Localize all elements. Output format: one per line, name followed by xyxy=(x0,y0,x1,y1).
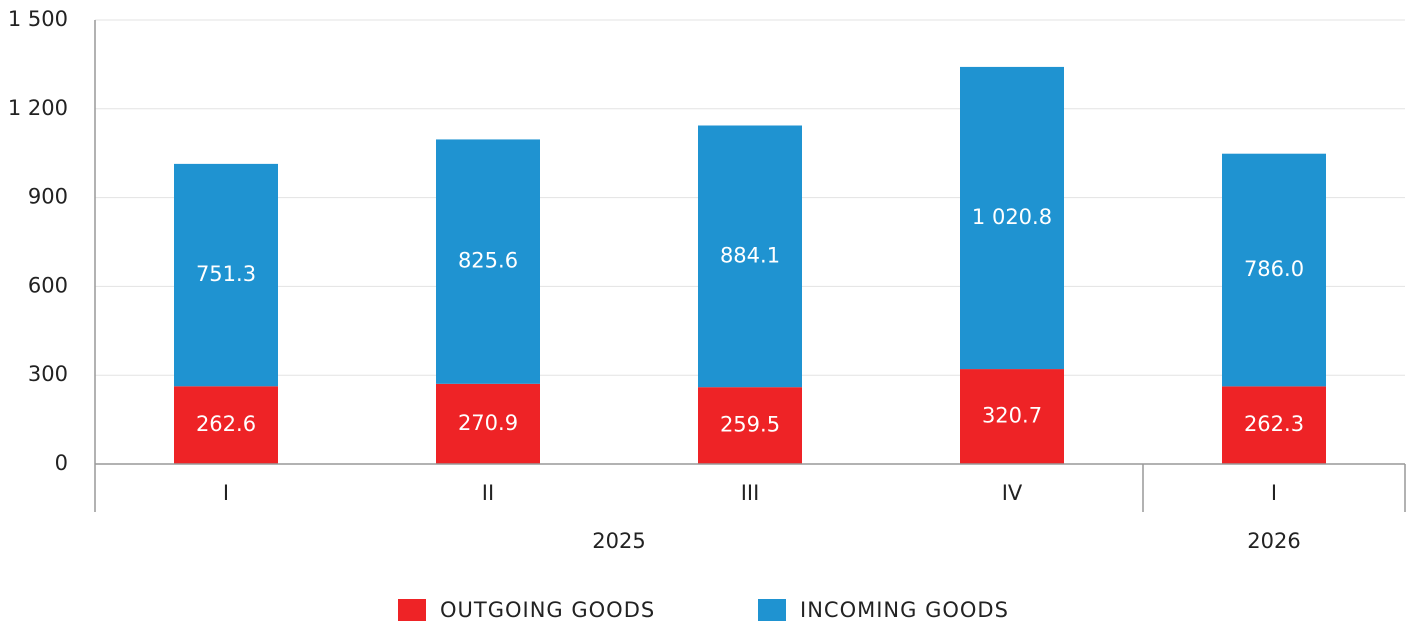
y-tick-label: 300 xyxy=(28,362,68,386)
bar-segment xyxy=(174,386,278,464)
x-tick-label: II xyxy=(482,481,494,505)
y-tick-label: 0 xyxy=(55,451,68,475)
x-tick-label: I xyxy=(223,481,229,505)
bar-segment xyxy=(960,369,1064,464)
data-label: 262.6 xyxy=(196,412,256,436)
bar-segment xyxy=(436,383,540,464)
data-label: 786.0 xyxy=(1244,257,1304,281)
bar-segment xyxy=(698,387,802,464)
bar-segment xyxy=(960,66,1064,370)
data-label: 262.3 xyxy=(1244,412,1304,436)
y-tick-label: 900 xyxy=(28,185,68,209)
legend-swatch xyxy=(398,599,426,621)
legend-label: OUTGOING GOODS xyxy=(440,598,655,622)
y-tick-label: 600 xyxy=(28,273,68,297)
x-tick-label: III xyxy=(741,481,760,505)
y-tick-label: 1 500 xyxy=(8,7,68,31)
y-tick-label: 1 200 xyxy=(8,96,68,120)
bar-segment xyxy=(698,125,802,388)
data-label: 270.9 xyxy=(458,411,518,435)
data-label: 884.1 xyxy=(720,243,780,267)
bar-segment xyxy=(1222,153,1326,387)
legend-label: INCOMING GOODS xyxy=(800,598,1009,622)
data-label: 825.6 xyxy=(458,249,518,273)
group-label: 2026 xyxy=(1247,529,1300,553)
group-label: 2025 xyxy=(592,529,645,553)
x-tick-label: IV xyxy=(1002,481,1023,505)
data-label: 1 020.8 xyxy=(972,205,1052,229)
x-tick-label: I xyxy=(1271,481,1277,505)
legend-swatch xyxy=(758,599,786,621)
bar-segment xyxy=(174,163,278,387)
data-label: 751.3 xyxy=(196,262,256,286)
bar-segment xyxy=(1222,386,1326,464)
data-label: 259.5 xyxy=(720,413,780,437)
data-label: 320.7 xyxy=(982,404,1042,428)
bar-segment xyxy=(436,139,540,384)
